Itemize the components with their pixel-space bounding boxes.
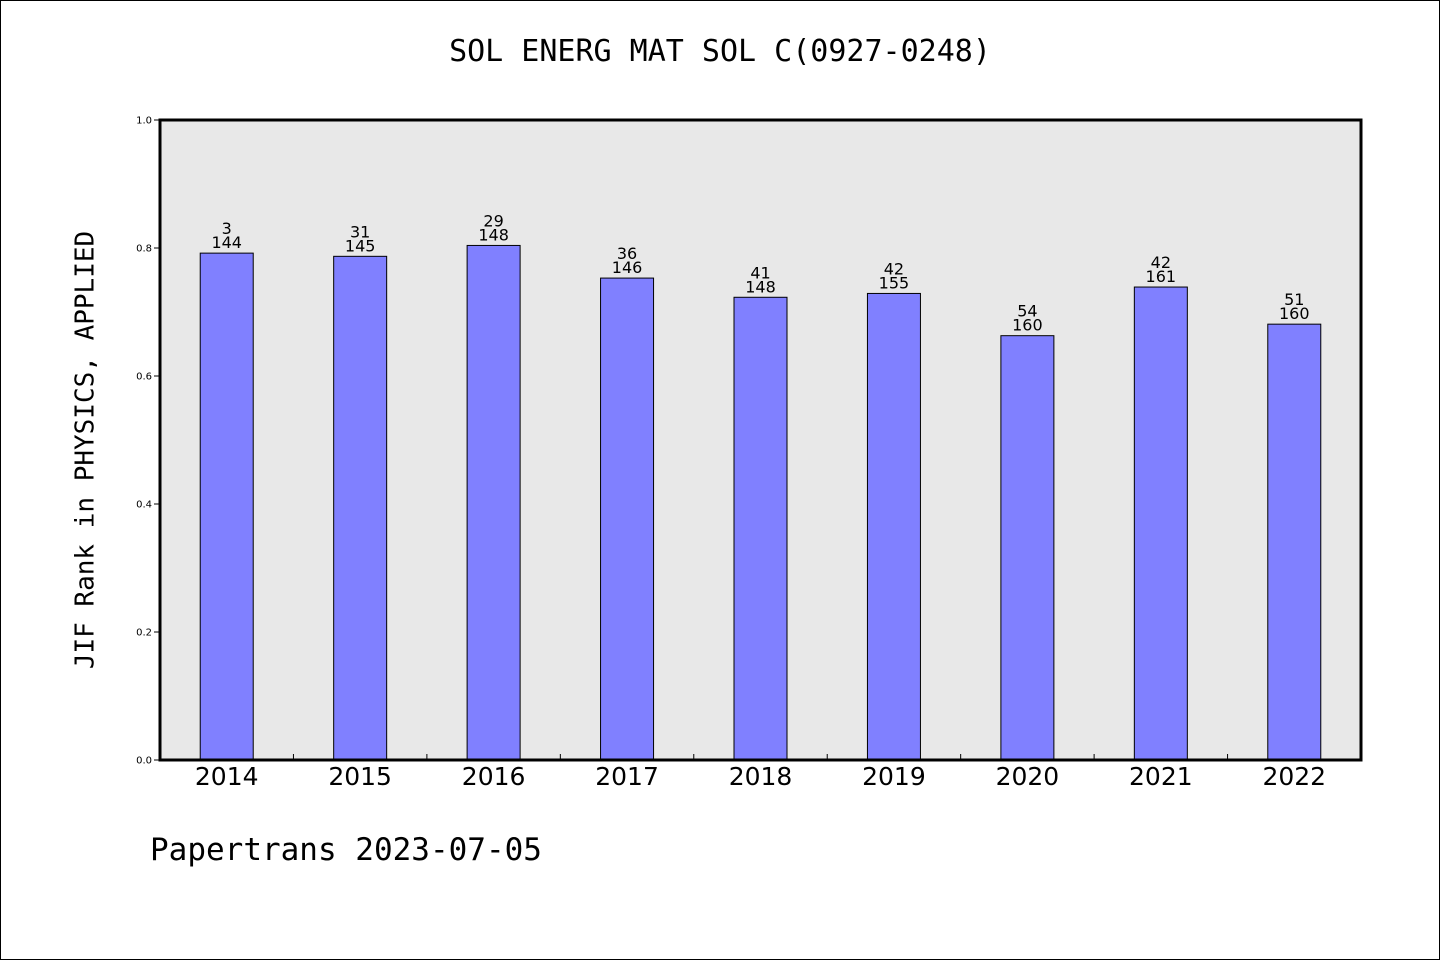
bar-label-total: 160 [1279,304,1310,323]
bar [199,252,254,761]
bar-label-total: 160 [1012,316,1043,335]
bar-label-rank: 3 [222,219,232,238]
x-tick-label: 2016 [462,762,526,791]
x-tick-label: 2020 [996,762,1060,791]
x-tick-label: 2018 [729,762,793,791]
bar [1267,323,1322,761]
y-axis-title: JIF Rank in PHYSICS, APPLIED [71,231,101,669]
bar-label-total: 146 [612,258,643,277]
bar [1000,335,1055,761]
chart-title: SOL ENERG MAT SOL C(0927-0248) [449,34,991,69]
plot-border [158,118,1363,762]
bar-label-rank: 42 [884,259,904,278]
x-tick-label: 2021 [1129,762,1193,791]
bar-label-rank: 36 [617,244,637,263]
bar-label-rank: 41 [750,263,770,282]
bar-label-rank: 42 [1151,253,1171,272]
bar-label-total: 144 [211,233,242,252]
bar [466,244,521,761]
bar-label-rank: 29 [483,211,503,230]
x-tick-label: 2019 [862,762,926,791]
y-tick-label: 0.6 [136,372,152,383]
y-tick-label: 1.0 [136,116,152,127]
bar-label-total: 148 [745,277,776,296]
footer-text: Papertrans 2023-07-05 [150,832,542,868]
bar-label-total: 148 [478,225,509,244]
x-tick-label: 2022 [1262,762,1326,791]
bar [733,296,788,761]
x-tick-label: 2015 [328,762,392,791]
bar-label-rank: 54 [1017,302,1037,321]
bar [866,292,921,761]
bar [333,255,388,761]
bar-label-rank: 51 [1284,290,1304,309]
bar-label-total: 161 [1146,267,1177,286]
x-tick-label: 2014 [195,762,259,791]
y-tick-label: 0.2 [136,628,152,639]
y-tick-label: 0.0 [136,756,152,767]
y-tick-label: 0.4 [136,500,152,511]
bar [1133,286,1188,761]
y-tick-label: 0.8 [136,244,152,255]
bar [600,277,655,761]
bar-label-total: 155 [879,273,910,292]
bar-label-rank: 31 [350,222,370,241]
x-tick-label: 2017 [595,762,659,791]
bar-label-total: 145 [345,236,376,255]
